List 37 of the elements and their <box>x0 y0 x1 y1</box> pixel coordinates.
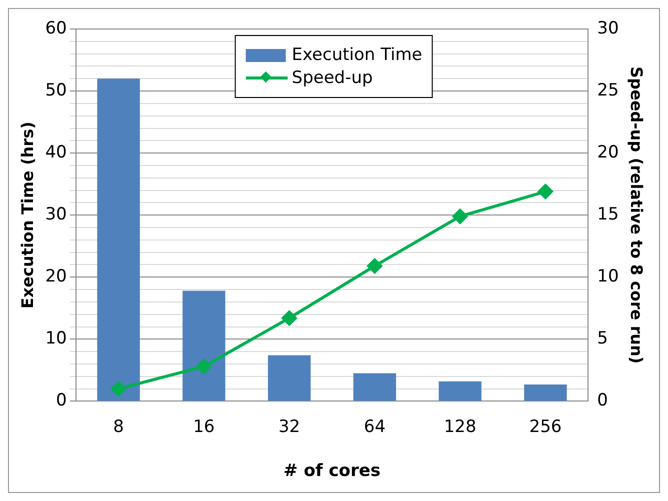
y-tick-label: 0 <box>56 390 67 411</box>
y2-tick-label: 30 <box>597 18 619 38</box>
bar <box>438 381 482 401</box>
y2-tick-label: 0 <box>597 390 608 411</box>
y-tick-label: 20 <box>45 266 67 287</box>
bar <box>182 290 226 401</box>
y-tick-label: 40 <box>45 142 67 162</box>
point <box>282 310 297 326</box>
y-axis-title: Execution Time (hrs) <box>18 122 37 309</box>
y2-tick-label: 10 <box>597 266 619 287</box>
y-tick-label: 30 <box>45 204 67 225</box>
y2-tick-label: 20 <box>597 142 619 162</box>
y-tick-label: 10 <box>45 328 67 349</box>
bar <box>353 373 396 401</box>
x-axis-title: # of cores <box>284 461 380 482</box>
y2-axis-title: Speed-up (relative to 8 core run) <box>627 66 646 364</box>
x-tick-label: 8 <box>113 416 124 437</box>
point <box>367 258 382 274</box>
x-tick-label: 16 <box>193 416 215 437</box>
point <box>196 358 212 374</box>
x-tick-label: 256 <box>529 416 562 437</box>
y-tick-label: 50 <box>45 80 67 100</box>
legend-label: Speed-up <box>292 68 373 88</box>
legend-label: Execution Time <box>292 45 422 65</box>
point <box>111 381 126 396</box>
bar <box>97 78 140 401</box>
x-tick-label: 128 <box>444 416 476 437</box>
point <box>452 208 468 224</box>
x-tick-label: 32 <box>278 416 300 437</box>
bar <box>268 355 311 401</box>
y2-tick-label: 15 <box>597 204 619 225</box>
y2-tick-label: 5 <box>597 328 608 349</box>
y-tick-label: 60 <box>45 18 67 38</box>
bar <box>524 384 567 401</box>
point <box>538 184 553 200</box>
y2-tick-label: 25 <box>597 80 619 100</box>
x-tick-label: 64 <box>364 416 386 437</box>
